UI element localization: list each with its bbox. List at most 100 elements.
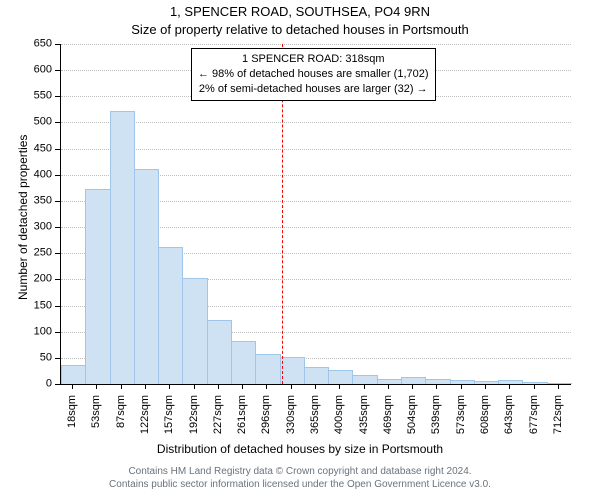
x-tick-label: 53sqm	[90, 395, 102, 428]
footer-line-1: Contains HM Land Registry data © Crown c…	[0, 466, 600, 479]
x-tick-mark	[218, 384, 219, 389]
bar	[158, 247, 183, 384]
x-tick-mark	[412, 384, 413, 389]
x-tick-label: 573sqm	[455, 395, 467, 434]
bar	[352, 375, 377, 384]
annotation-line: 2% of semi-detached houses are larger (3…	[198, 82, 429, 97]
bar	[328, 370, 353, 384]
annotation-line: 1 SPENCER ROAD: 318sqm	[198, 52, 429, 67]
x-tick-label: 18sqm	[66, 395, 78, 428]
page: 1, SPENCER ROAD, SOUTHSEA, PO4 9RN Size …	[0, 0, 600, 500]
bar	[474, 381, 499, 384]
bar	[450, 380, 475, 384]
x-tick-mark	[169, 384, 170, 389]
x-tick-mark	[485, 384, 486, 389]
footer: Contains HM Land Registry data © Crown c…	[0, 466, 600, 491]
x-tick-mark	[364, 384, 365, 389]
x-tick-label: 87sqm	[115, 395, 127, 428]
x-tick-label: 365sqm	[309, 395, 321, 434]
x-tick-mark	[388, 384, 389, 389]
x-axis-label: Distribution of detached houses by size …	[0, 442, 600, 456]
y-tick-label: 200	[24, 274, 52, 285]
x-tick-label: 608sqm	[479, 395, 491, 434]
bar	[280, 357, 305, 384]
x-tick-label: 227sqm	[212, 395, 224, 434]
grid-line	[61, 122, 571, 123]
y-tick-label: 650	[24, 39, 52, 50]
x-tick-mark	[436, 384, 437, 389]
y-tick-mark	[55, 96, 60, 97]
bar	[255, 354, 280, 384]
page-subtitle: Size of property relative to detached ho…	[0, 22, 600, 37]
x-tick-label: 539sqm	[430, 395, 442, 434]
bar	[110, 111, 135, 384]
y-tick-label: 0	[24, 379, 52, 390]
bar	[207, 320, 232, 384]
x-tick-label: 643sqm	[503, 395, 515, 434]
y-tick-label: 100	[24, 326, 52, 337]
x-tick-mark	[534, 384, 535, 389]
y-tick-mark	[55, 332, 60, 333]
bar	[401, 377, 426, 384]
grid-line	[61, 44, 571, 45]
bar	[85, 189, 110, 384]
x-tick-label: 296sqm	[260, 395, 272, 434]
x-tick-mark	[72, 384, 73, 389]
y-tick-label: 600	[24, 65, 52, 76]
x-tick-mark	[461, 384, 462, 389]
y-tick-mark	[55, 149, 60, 150]
y-tick-label: 550	[24, 91, 52, 102]
bar	[231, 341, 256, 384]
y-tick-mark	[55, 306, 60, 307]
y-tick-mark	[55, 253, 60, 254]
footer-line-2: Contains public sector information licen…	[0, 479, 600, 492]
x-tick-label: 330sqm	[285, 395, 297, 434]
y-tick-mark	[55, 384, 60, 385]
annotation-line: ← 98% of detached houses are smaller (1,…	[198, 67, 429, 82]
bar	[547, 383, 572, 384]
x-tick-mark	[315, 384, 316, 389]
y-tick-mark	[55, 358, 60, 359]
y-tick-label: 400	[24, 169, 52, 180]
x-tick-mark	[194, 384, 195, 389]
x-tick-label: 157sqm	[163, 395, 175, 434]
y-tick-label: 350	[24, 195, 52, 206]
plot-area: 1 SPENCER ROAD: 318sqm← 98% of detached …	[60, 44, 571, 385]
y-tick-mark	[55, 201, 60, 202]
y-tick-label: 300	[24, 222, 52, 233]
bar	[498, 380, 523, 384]
x-tick-label: 504sqm	[406, 395, 418, 434]
bar	[134, 169, 159, 384]
x-tick-mark	[291, 384, 292, 389]
x-tick-mark	[509, 384, 510, 389]
grid-line	[61, 149, 571, 150]
x-tick-label: 712sqm	[552, 395, 564, 434]
x-tick-mark	[96, 384, 97, 389]
x-tick-label: 677sqm	[528, 395, 540, 434]
y-tick-mark	[55, 175, 60, 176]
x-tick-label: 192sqm	[188, 395, 200, 434]
x-tick-label: 400sqm	[333, 395, 345, 434]
bar	[304, 367, 329, 384]
bar	[377, 379, 402, 384]
x-tick-mark	[266, 384, 267, 389]
bar	[182, 278, 207, 384]
page-title: 1, SPENCER ROAD, SOUTHSEA, PO4 9RN	[0, 4, 600, 19]
y-tick-label: 500	[24, 117, 52, 128]
y-tick-mark	[55, 227, 60, 228]
x-tick-mark	[145, 384, 146, 389]
x-tick-mark	[121, 384, 122, 389]
x-tick-mark	[558, 384, 559, 389]
x-tick-mark	[339, 384, 340, 389]
y-tick-mark	[55, 279, 60, 280]
y-tick-mark	[55, 122, 60, 123]
y-tick-mark	[55, 44, 60, 45]
y-tick-mark	[55, 70, 60, 71]
x-tick-label: 435sqm	[358, 395, 370, 434]
x-tick-label: 261sqm	[236, 395, 248, 434]
y-tick-label: 250	[24, 248, 52, 259]
x-tick-label: 469sqm	[382, 395, 394, 434]
y-tick-label: 150	[24, 300, 52, 311]
x-tick-mark	[242, 384, 243, 389]
y-tick-label: 50	[24, 352, 52, 363]
